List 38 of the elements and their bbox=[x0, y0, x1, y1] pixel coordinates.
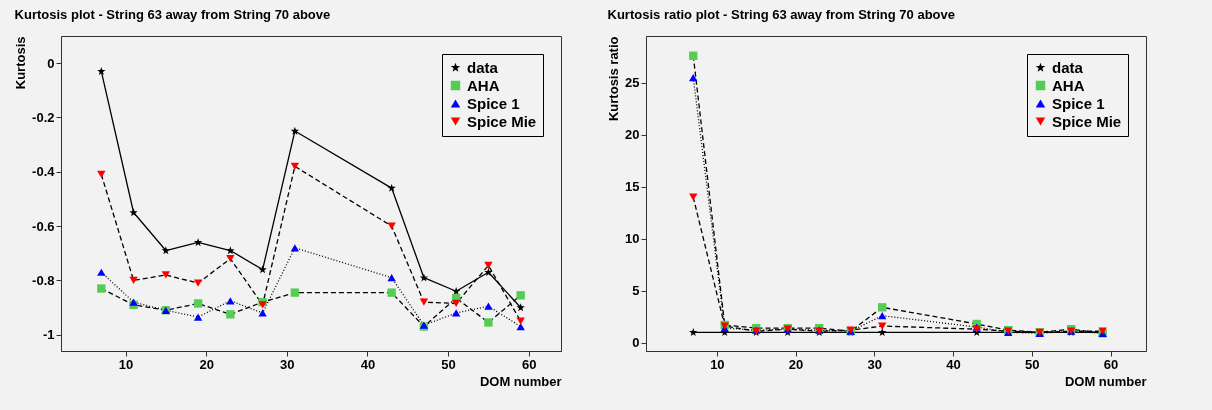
legend-label: AHA bbox=[1052, 76, 1085, 94]
y-axis-title: Kurtosis bbox=[13, 36, 29, 90]
x-tick-label: 30 bbox=[280, 356, 295, 372]
y-tick-label: 10 bbox=[625, 231, 640, 247]
legend-label: Spice Mie bbox=[1052, 112, 1122, 130]
y-axis-title: Kurtosis ratio bbox=[606, 36, 622, 122]
y-tick-label: 0 bbox=[632, 335, 640, 351]
x-tick-label: 40 bbox=[946, 356, 961, 372]
x-tick-label: 20 bbox=[199, 356, 214, 372]
legend-label: AHA bbox=[467, 76, 500, 94]
y-tick-label: -0.8 bbox=[32, 272, 55, 288]
x-tick-label: 10 bbox=[710, 356, 725, 372]
x-axis-title: DOM number bbox=[479, 373, 562, 389]
chart-title: Kurtosis ratio plot - String 63 away from String 70 above bbox=[607, 7, 956, 22]
x-tick-label: 10 bbox=[118, 356, 134, 372]
x-axis-title: DOM number bbox=[1064, 373, 1147, 389]
x-tick-label: 30 bbox=[867, 356, 883, 372]
y-tick-label: 0 bbox=[47, 55, 55, 71]
y-tick-label: -1 bbox=[42, 327, 55, 343]
x-tick-label: 60 bbox=[522, 356, 537, 372]
y-tick-label: 20 bbox=[625, 127, 640, 143]
chart-title: Kurtosis plot - String 63 away from String 70 above bbox=[14, 7, 331, 22]
legend-label: Spice Mie bbox=[467, 112, 537, 130]
y-tick-label: 5 bbox=[632, 283, 640, 299]
y-tick-label: -0.4 bbox=[32, 164, 56, 180]
x-tick-label: 50 bbox=[1025, 356, 1040, 372]
x-tick-label: 20 bbox=[788, 356, 804, 372]
legend-label: data bbox=[467, 58, 499, 76]
x-tick-label: 60 bbox=[1103, 356, 1119, 372]
y-tick-label: -0.2 bbox=[32, 109, 55, 125]
y-tick-label: -0.6 bbox=[32, 218, 55, 234]
legend-label: data bbox=[1052, 58, 1084, 76]
x-tick-label: 40 bbox=[360, 356, 376, 372]
legend-label: Spice 1 bbox=[1052, 94, 1105, 112]
legend-label: Spice 1 bbox=[467, 94, 520, 112]
y-tick-label: 25 bbox=[625, 75, 640, 91]
x-tick-label: 50 bbox=[441, 356, 456, 372]
y-tick-label: 15 bbox=[625, 179, 640, 195]
